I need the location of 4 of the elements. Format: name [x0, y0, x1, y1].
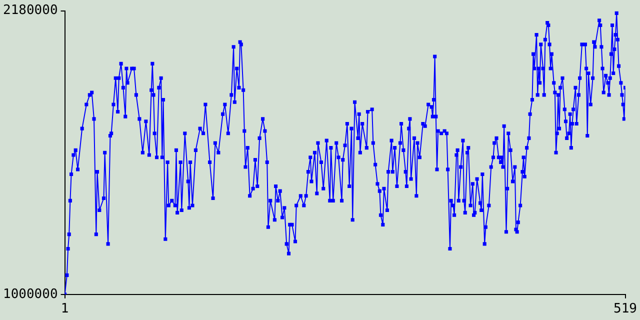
y-tick-label: 2180000 — [2, 3, 58, 18]
x-tick-label: 1 — [60, 302, 69, 317]
x-tick-label: 519 — [614, 302, 637, 317]
y-tick-label: 1000000 — [2, 286, 58, 302]
